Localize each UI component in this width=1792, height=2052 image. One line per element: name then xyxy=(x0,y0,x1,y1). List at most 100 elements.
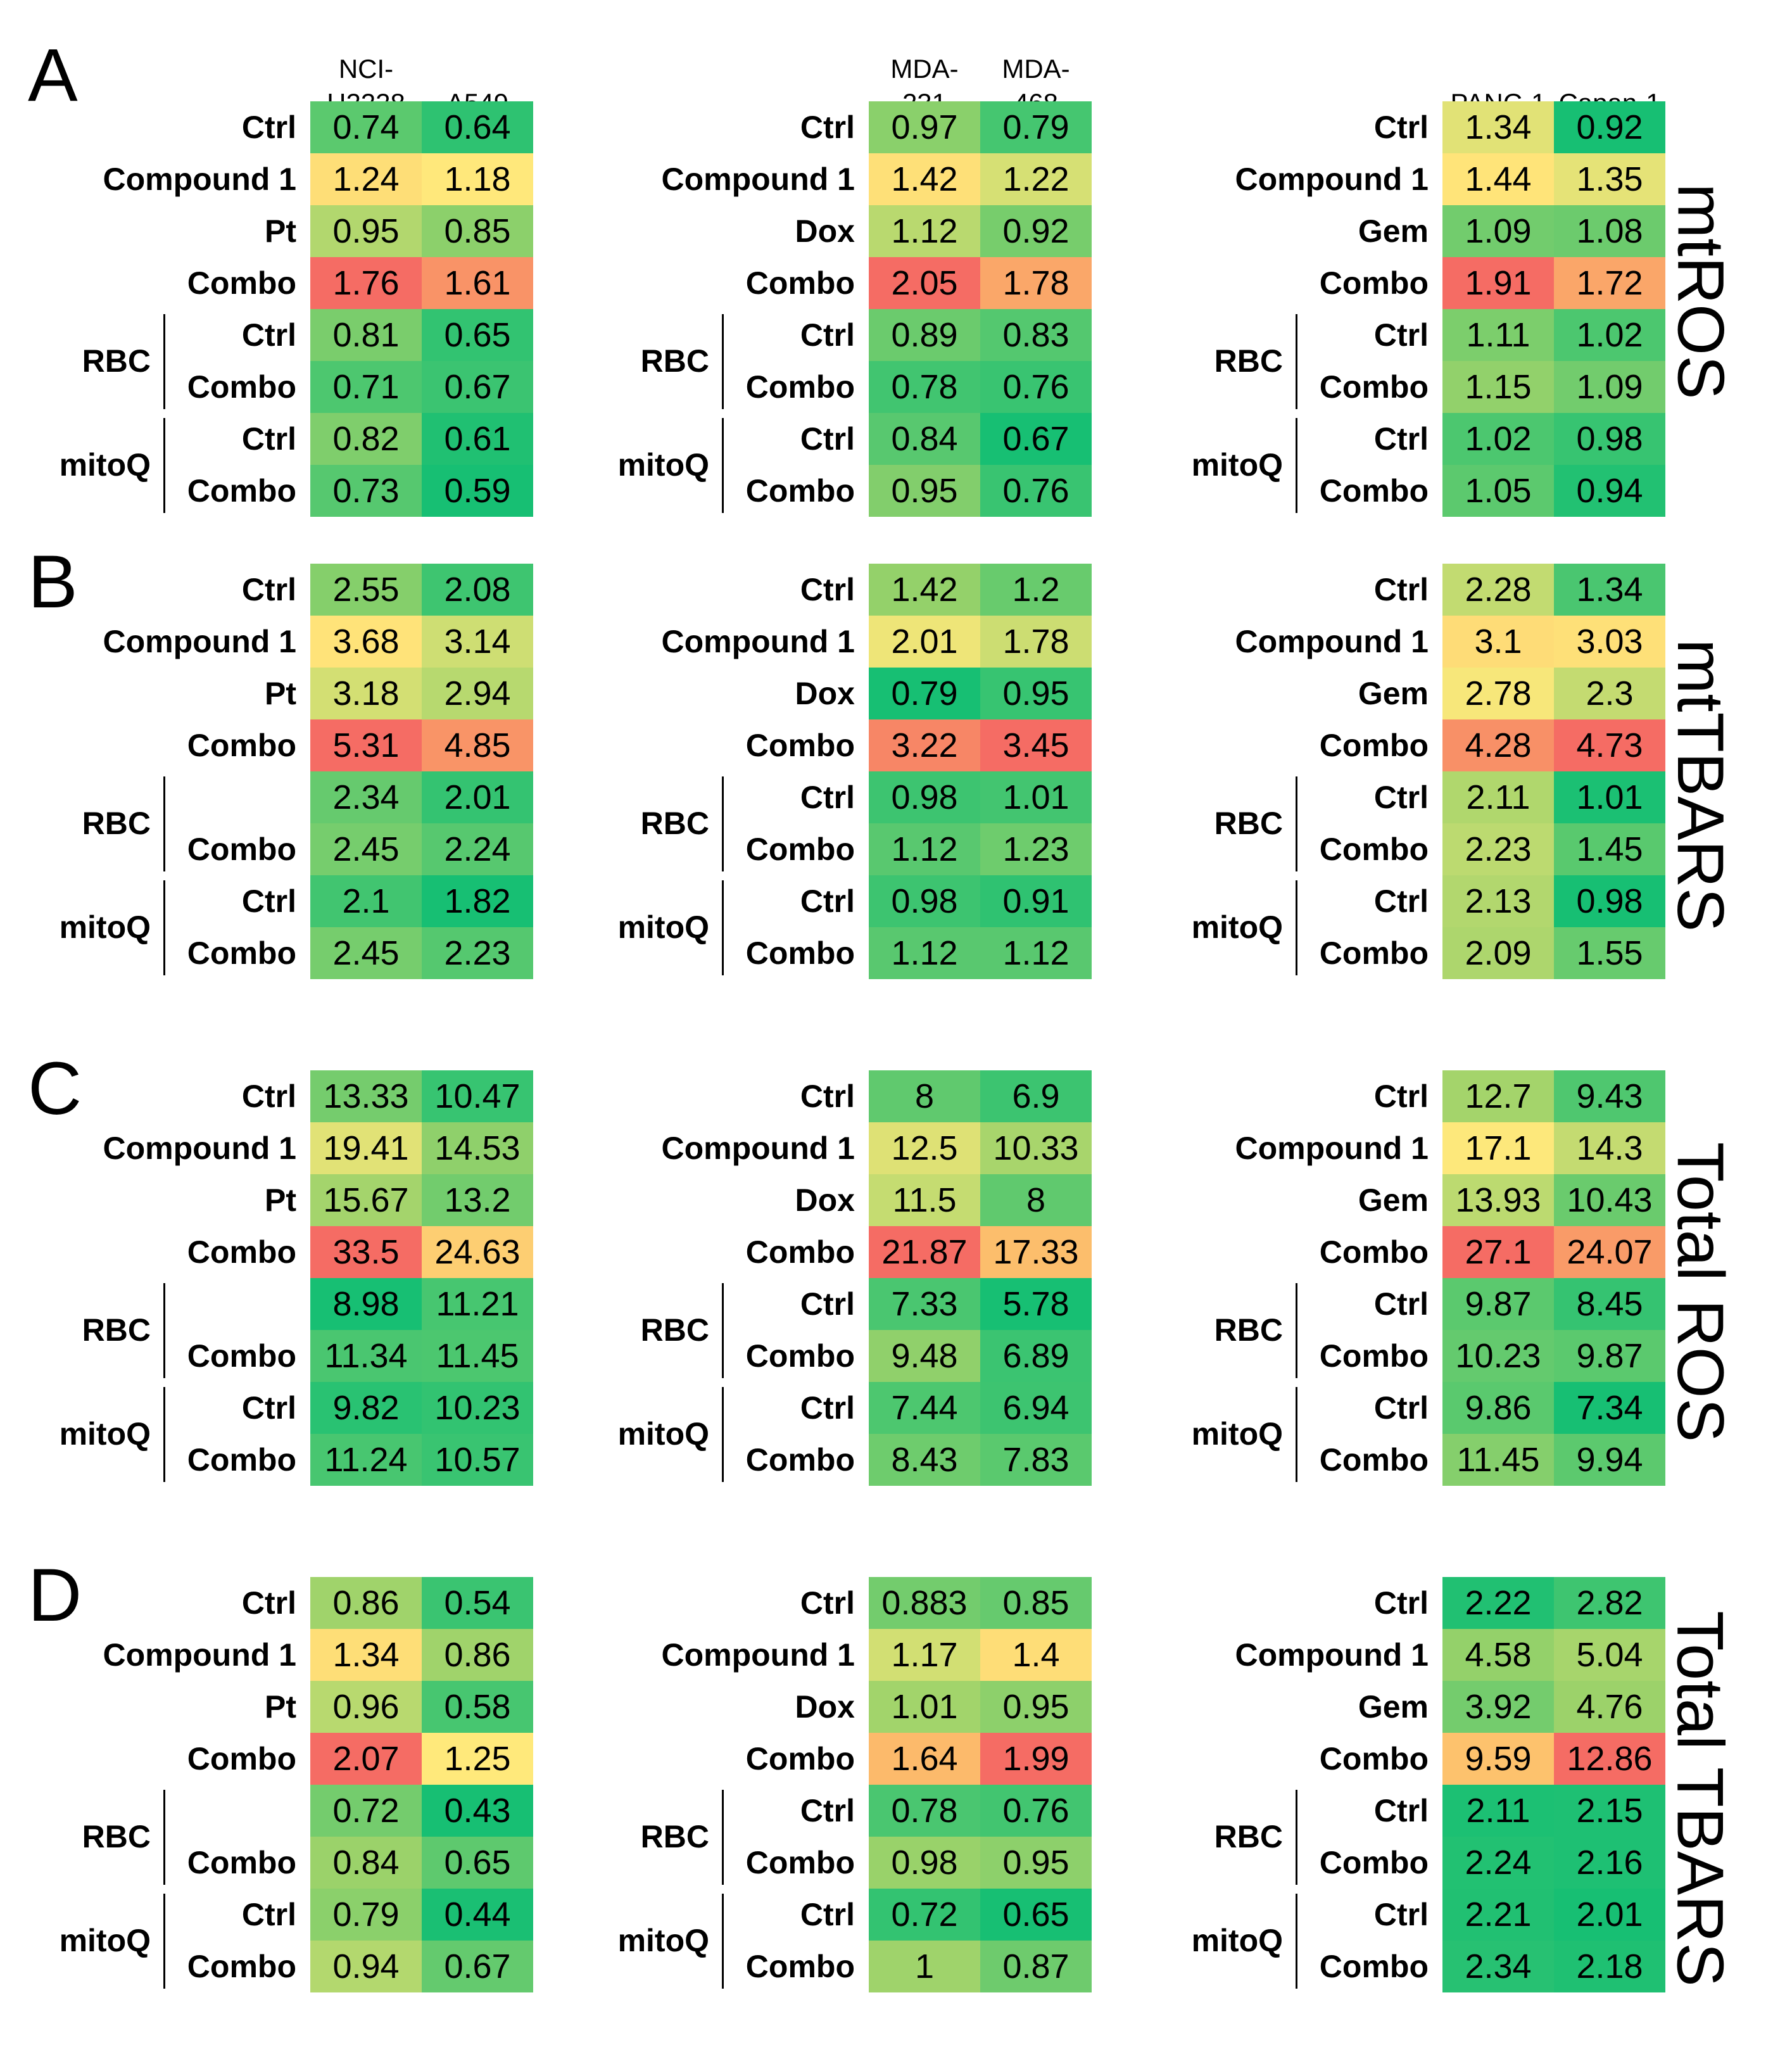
heatmap-cell: 1.23 xyxy=(980,823,1092,875)
heatmap-cell: 1.01 xyxy=(869,1681,980,1733)
row-label: Ctrl xyxy=(241,1897,296,1932)
row-label: Gem xyxy=(1358,1689,1429,1725)
heatmap-cell: 3.03 xyxy=(1554,616,1665,668)
row-label: Combo xyxy=(745,1741,855,1776)
row-label: Ctrl xyxy=(1373,1079,1429,1114)
panel-letter: B xyxy=(28,540,78,624)
row-label: Gem xyxy=(1358,1182,1429,1218)
row-label: Combo xyxy=(1319,935,1429,971)
group-bracket xyxy=(1296,880,1297,975)
heatmap-cell: 8.45 xyxy=(1554,1278,1665,1330)
heatmap-cell: 1.12 xyxy=(869,205,980,257)
row-label: Compound 1 xyxy=(1235,624,1429,659)
heatmap-cell: 6.94 xyxy=(980,1382,1092,1434)
heatmap-cell: 0.79 xyxy=(869,668,980,719)
row-label: Combo xyxy=(187,265,296,301)
heatmap-cell: 7.83 xyxy=(980,1434,1092,1486)
heatmap-cell: 10.23 xyxy=(1442,1330,1554,1382)
panel-title-text: Total TBARS xyxy=(1663,1611,1737,1987)
heatmap-cell: 0.85 xyxy=(980,1577,1092,1629)
heatmap-cell: 1.09 xyxy=(1442,205,1554,257)
heatmap-cell: 1.35 xyxy=(1554,153,1665,205)
heatmap-cell: 0.59 xyxy=(422,465,533,517)
heatmap-cell: 0.98 xyxy=(869,875,980,927)
heatmap-cell: 0.76 xyxy=(980,1785,1092,1837)
heatmap-cell: 7.33 xyxy=(869,1278,980,1330)
group-bracket xyxy=(1296,1387,1297,1482)
heatmap-cell: 9.87 xyxy=(1554,1330,1665,1382)
heatmap-cell: 0.98 xyxy=(1554,875,1665,927)
group-bracket xyxy=(1296,1790,1297,1885)
heatmap-cell: 0.67 xyxy=(422,361,533,413)
heatmap-cell: 1.22 xyxy=(980,153,1092,205)
heatmap-cell: 2.55 xyxy=(310,564,422,616)
heatmap-cell: 3.45 xyxy=(980,719,1092,771)
heatmap-cell: 2.94 xyxy=(422,668,533,719)
heatmap-cell: 1.34 xyxy=(1442,101,1554,153)
group-label: RBC xyxy=(1214,343,1283,379)
row-label: Combo xyxy=(1319,1442,1429,1478)
heatmap-cell: 9.87 xyxy=(1442,1278,1554,1330)
group-bracket xyxy=(163,1790,165,1885)
heatmap-cell: 9.48 xyxy=(869,1330,980,1382)
heatmap-cell: 0.82 xyxy=(310,413,422,465)
heatmap-cell: 2.34 xyxy=(1442,1941,1554,1992)
heatmap-cell: 0.72 xyxy=(310,1785,422,1837)
heatmap-cell: 1.05 xyxy=(1442,465,1554,517)
heatmap-cell: 13.33 xyxy=(310,1070,422,1122)
heatmap-cell: 2.05 xyxy=(869,257,980,309)
heatmap-cell: 1 xyxy=(869,1941,980,1992)
group-bracket xyxy=(722,776,724,871)
heatmap-cell: 2.28 xyxy=(1442,564,1554,616)
heatmap-cell: 0.65 xyxy=(422,1837,533,1889)
heatmap-cell: 12.7 xyxy=(1442,1070,1554,1122)
heatmap-cell: 1.34 xyxy=(1554,564,1665,616)
panel-letter: A xyxy=(28,34,78,117)
heatmap-cell: 0.64 xyxy=(422,101,533,153)
heatmap-cell: 2.11 xyxy=(1442,771,1554,823)
heatmap-cell: 0.43 xyxy=(422,1785,533,1837)
row-label: Compound 1 xyxy=(661,1130,855,1166)
heatmap-cell: 1.64 xyxy=(869,1733,980,1785)
group-label: mitoQ xyxy=(1191,447,1283,483)
row-label: Combo xyxy=(745,1338,855,1374)
group-label: mitoQ xyxy=(59,909,151,945)
group-label: mitoQ xyxy=(1191,1416,1283,1452)
heatmap-cell: 3.92 xyxy=(1442,1681,1554,1733)
heatmap-cell: 1.76 xyxy=(310,257,422,309)
row-label: Ctrl xyxy=(800,1079,855,1114)
row-label: Compound 1 xyxy=(661,162,855,197)
row-label: Combo xyxy=(187,1741,296,1776)
group-label: mitoQ xyxy=(1191,1923,1283,1958)
heatmap-cell: 4.58 xyxy=(1442,1629,1554,1681)
heatmap-cell: 0.58 xyxy=(422,1681,533,1733)
group-label: RBC xyxy=(640,806,709,841)
heatmap-cell: 0.76 xyxy=(980,465,1092,517)
row-label: Combo xyxy=(1319,1741,1429,1776)
heatmap-cell: 0.89 xyxy=(869,309,980,361)
row-label: Combo xyxy=(1319,1338,1429,1374)
heatmap-cell: 0.54 xyxy=(422,1577,533,1629)
heatmap-cell: 0.883 xyxy=(869,1577,980,1629)
heatmap-cell: 2.11 xyxy=(1442,1785,1554,1837)
group-bracket xyxy=(1296,418,1297,513)
panel-letter: C xyxy=(28,1047,82,1130)
heatmap-cell: 2.23 xyxy=(1442,823,1554,875)
group-label: RBC xyxy=(640,1819,709,1854)
group-label: RBC xyxy=(82,343,151,379)
heatmap-cell: 1.42 xyxy=(869,564,980,616)
heatmap-cell: 4.28 xyxy=(1442,719,1554,771)
row-label: Combo xyxy=(187,935,296,971)
heatmap-cell: 0.85 xyxy=(422,205,533,257)
row-label: Compound 1 xyxy=(1235,162,1429,197)
group-label: RBC xyxy=(640,1312,709,1348)
row-label: Combo xyxy=(187,1949,296,1984)
row-label: Ctrl xyxy=(241,572,296,607)
heatmap-cell: 2.01 xyxy=(869,616,980,668)
heatmap-cell: 3.18 xyxy=(310,668,422,719)
heatmap-cell: 0.67 xyxy=(980,413,1092,465)
group-bracket xyxy=(722,314,724,409)
heatmap-cell: 9.94 xyxy=(1554,1434,1665,1486)
row-label: Compound 1 xyxy=(103,624,296,659)
